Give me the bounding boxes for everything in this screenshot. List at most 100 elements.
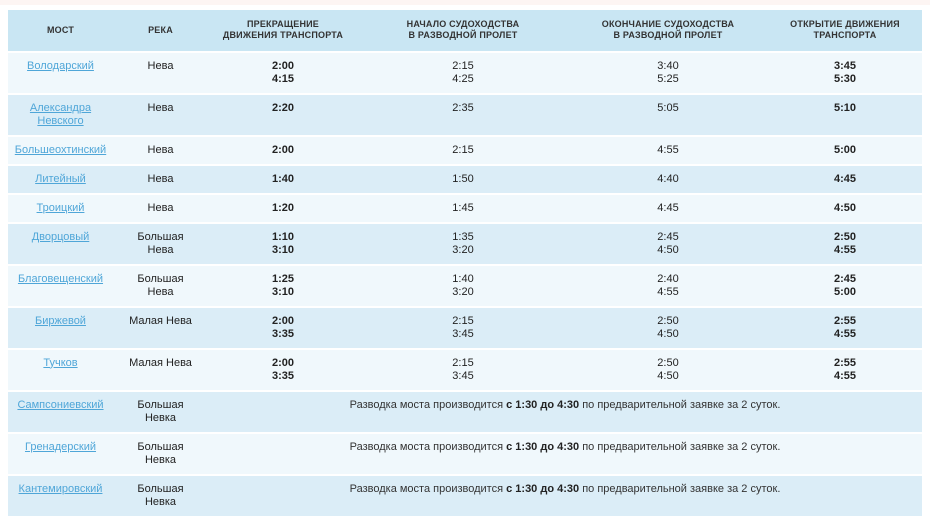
bridge-cell: Гренадерский [8,433,113,474]
note-hours-bold: с 1:30 до 4:30 [506,440,580,453]
bridge-cell: Благовещенский [8,265,113,306]
nav-start-cell: 1:40 3:20 [358,265,568,306]
river-cell: Нева [113,194,208,222]
nav-start-cell: 2:15 [358,136,568,164]
bridge-cell: Сампсониевский [8,391,113,432]
bridge-link[interactable]: Гренадерский [24,440,97,453]
bridge-cell: Тучков [8,349,113,390]
bridge-schedule-table: МОСТ РЕКА ПРЕКРАЩЕНИЕ ДВИЖЕНИЯ ТРАНСПОРТ… [8,8,922,518]
bridge-cell: Александра Невского [8,94,113,135]
traffic-stop-cell: 2:00 3:35 [208,349,358,390]
top-strip [0,0,930,5]
table-row: Сампсониевский Большая Невка Разводка мост… [8,391,922,432]
table-row: Биржевой Малая Нева 2:00 3:35 2:15 3:45 2:50… [8,307,922,348]
bridge-table-body: Володарский Нева 2:00 4:15 2:15 4:25 3:40 5:… [8,52,922,516]
table-row: Александра Невского Нева 2:20 2:35 5:05 5:10 [8,94,922,135]
note-hours-bold: с 1:30 до 4:30 [506,398,580,411]
bridge-cell: Литейный [8,165,113,193]
table-row: Литейный Нева 1:40 1:50 4:40 4:45 [8,165,922,193]
header-traffic-stop: ПРЕКРАЩЕНИЕ ДВИЖЕНИЯ ТРАНСПОРТА [208,10,358,51]
river-cell: Нева [113,94,208,135]
on-request-note-cell: Разводка моста производится с 1:30 до 4:… [208,433,922,474]
nav-start-cell: 2:15 4:25 [358,52,568,93]
bridge-link[interactable]: Биржевой [35,314,86,327]
nav-end-cell: 2:50 4:50 [568,307,768,348]
traffic-stop-cell: 1:10 3:10 [208,223,358,264]
nav-end-cell: 4:55 [568,136,768,164]
traffic-stop-cell: 2:00 4:15 [208,52,358,93]
header-river: РЕКА [113,10,208,51]
bridge-cell: Биржевой [8,307,113,348]
note-hours-bold: с 1:30 до 4:30 [506,482,580,495]
river-cell: Малая Нева [113,349,208,390]
bridge-cell: Большеохтинский [8,136,113,164]
table-row: Кантемировский Большая Невка Разводка мост… [8,475,922,516]
bridge-link[interactable]: Троицкий [36,201,85,214]
traffic-open-cell: 2:50 4:55 [768,223,922,264]
traffic-stop-cell: 2:00 [208,136,358,164]
traffic-open-cell: 5:10 [768,94,922,135]
river-cell: Большая Невка [113,475,208,516]
bridge-link[interactable]: Дворцовый [31,230,90,243]
header-traffic-open: ОТКРЫТИЕ ДВИЖЕНИЯ ТРАНСПОРТА [768,10,922,51]
traffic-stop-cell: 1:20 [208,194,358,222]
bridge-cell: Володарский [8,52,113,93]
traffic-stop-cell: 1:25 3:10 [208,265,358,306]
table-row: Тучков Малая Нева 2:00 3:35 2:15 3:45 2:50 4… [8,349,922,390]
river-cell: Нева [113,136,208,164]
river-cell: Большая Нева [113,223,208,264]
bridge-link[interactable]: Большеохтинский [14,143,107,156]
traffic-stop-cell: 2:20 [208,94,358,135]
bridge-link[interactable]: Володарский [27,59,94,72]
nav-start-cell: 2:35 [358,94,568,135]
table-row: Троицкий Нева 1:20 1:45 4:45 4:50 [8,194,922,222]
traffic-open-cell: 4:50 [768,194,922,222]
traffic-open-cell: 2:45 5:00 [768,265,922,306]
table-header-row: МОСТ РЕКА ПРЕКРАЩЕНИЕ ДВИЖЕНИЯ ТРАНСПОРТ… [8,10,922,51]
table-row: Большеохтинский Нева 2:00 2:15 4:55 5:00 [8,136,922,164]
traffic-open-cell: 4:45 [768,165,922,193]
table-row: Благовещенский Большая Нева 1:25 3:10 1:40 … [8,265,922,306]
nav-end-cell: 4:40 [568,165,768,193]
nav-end-cell: 2:50 4:50 [568,349,768,390]
bridge-link[interactable]: Александра Невского [29,101,92,127]
nav-start-cell: 1:50 [358,165,568,193]
river-cell: Большая Нева [113,265,208,306]
traffic-open-cell: 2:55 4:55 [768,349,922,390]
nav-start-cell: 2:15 3:45 [358,349,568,390]
bridge-link[interactable]: Сампсониевский [17,398,104,411]
bridge-link[interactable]: Литейный [35,172,86,185]
river-cell: Малая Нева [113,307,208,348]
river-cell: Большая Невка [113,433,208,474]
bridge-cell: Троицкий [8,194,113,222]
bridge-link[interactable]: Кантемировский [18,482,103,495]
nav-start-cell: 1:35 3:20 [358,223,568,264]
nav-end-cell: 5:05 [568,94,768,135]
nav-end-cell: 2:45 4:50 [568,223,768,264]
nav-end-cell: 4:45 [568,194,768,222]
on-request-note-cell: Разводка моста производится с 1:30 до 4:… [208,475,922,516]
nav-end-cell: 3:40 5:25 [568,52,768,93]
bridge-link[interactable]: Тучков [43,356,78,369]
nav-start-cell: 1:45 [358,194,568,222]
table-row: Володарский Нева 2:00 4:15 2:15 4:25 3:40 5:… [8,52,922,93]
nav-end-cell: 2:40 4:55 [568,265,768,306]
traffic-open-cell: 5:00 [768,136,922,164]
river-cell: Нева [113,52,208,93]
nav-start-cell: 2:15 3:45 [358,307,568,348]
header-nav-end: ОКОНЧАНИЕ СУДОХОДСТВА В РАЗВОДНОЙ ПРОЛЕТ [568,10,768,51]
table-row: Гренадерский Большая Невка Разводка моста … [8,433,922,474]
traffic-open-cell: 2:55 4:55 [768,307,922,348]
river-cell: Большая Невка [113,391,208,432]
traffic-stop-cell: 2:00 3:35 [208,307,358,348]
header-nav-start: НАЧАЛО СУДОХОДСТВА В РАЗВОДНОЙ ПРОЛЕТ [358,10,568,51]
bridge-link[interactable]: Благовещенский [17,272,104,285]
traffic-stop-cell: 1:40 [208,165,358,193]
header-bridge: МОСТ [8,10,113,51]
bridge-cell: Дворцовый [8,223,113,264]
on-request-note-cell: Разводка моста производится с 1:30 до 4:… [208,391,922,432]
traffic-open-cell: 3:45 5:30 [768,52,922,93]
bridge-cell: Кантемировский [8,475,113,516]
table-row: Дворцовый Большая Нева 1:10 3:10 1:35 3:20 2… [8,223,922,264]
